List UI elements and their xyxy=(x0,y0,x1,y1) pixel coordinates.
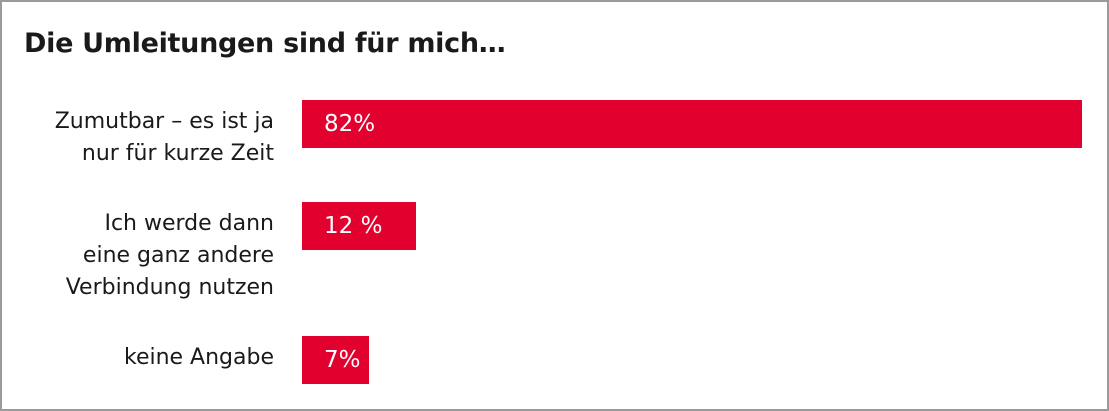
bar xyxy=(302,336,369,384)
category-label: keine Angabe xyxy=(123,345,274,370)
bar xyxy=(302,100,1082,148)
value-label: 7% xyxy=(324,347,361,373)
category-label: Zumutbar – es ist ja nur für kurze Zeit xyxy=(54,109,274,166)
chart-title: Die Umleitungen sind für mich… xyxy=(24,28,506,59)
value-label: 12 % xyxy=(324,213,383,239)
value-label: 82% xyxy=(324,111,376,137)
category-label: Ich werde dann eine ganz andere Verbindu… xyxy=(65,211,274,300)
bar xyxy=(302,202,417,250)
